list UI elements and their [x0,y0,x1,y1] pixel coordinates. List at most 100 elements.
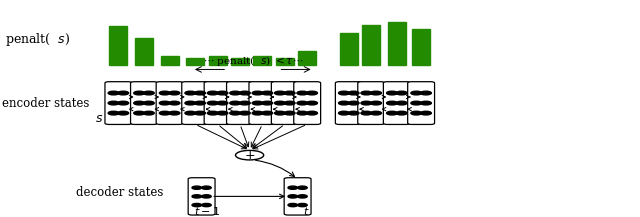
Circle shape [236,150,264,160]
Circle shape [185,101,196,105]
Circle shape [284,101,295,105]
Circle shape [202,195,211,198]
Bar [276,58,294,65]
FancyBboxPatch shape [408,82,435,125]
FancyBboxPatch shape [249,82,276,125]
Circle shape [202,186,211,189]
Circle shape [230,91,241,95]
Circle shape [297,111,308,115]
Circle shape [275,111,285,115]
Circle shape [207,91,218,95]
Circle shape [159,111,170,115]
Circle shape [387,101,397,105]
Circle shape [195,91,205,95]
Circle shape [361,101,372,105]
Circle shape [239,91,250,95]
FancyBboxPatch shape [335,82,362,125]
Circle shape [217,101,228,105]
Circle shape [307,101,317,105]
Circle shape [159,101,170,105]
Circle shape [108,101,119,105]
Circle shape [169,101,180,105]
FancyBboxPatch shape [284,178,311,215]
Circle shape [262,101,273,105]
Circle shape [134,101,145,105]
Circle shape [252,91,263,95]
Circle shape [143,91,154,95]
Bar [186,58,204,65]
FancyBboxPatch shape [131,82,157,125]
FancyBboxPatch shape [204,82,231,125]
Circle shape [217,91,228,95]
Circle shape [298,204,307,207]
Circle shape [371,101,381,105]
Circle shape [185,91,196,95]
Circle shape [387,91,397,95]
Bar [253,56,271,65]
Circle shape [275,101,285,105]
Bar [231,58,249,65]
Circle shape [284,111,295,115]
Circle shape [288,195,298,198]
Circle shape [288,204,298,207]
Bar [135,38,153,65]
Circle shape [348,111,359,115]
Circle shape [396,101,407,105]
Circle shape [108,111,119,115]
Circle shape [339,111,349,115]
FancyBboxPatch shape [294,82,321,125]
Circle shape [361,111,372,115]
Circle shape [118,101,129,105]
Circle shape [420,91,431,95]
Circle shape [230,111,241,115]
Circle shape [411,101,422,105]
Circle shape [230,101,241,105]
Circle shape [361,91,372,95]
Circle shape [202,204,211,207]
Circle shape [134,111,145,115]
Circle shape [396,111,407,115]
Circle shape [284,91,295,95]
Circle shape [217,111,228,115]
Text: $t$: $t$ [303,205,309,217]
Bar [109,26,127,65]
Circle shape [297,101,308,105]
Circle shape [169,91,180,95]
Circle shape [134,91,145,95]
Bar [209,56,227,65]
Circle shape [252,111,263,115]
Circle shape [411,111,422,115]
Circle shape [207,101,218,105]
Bar [388,22,406,65]
Text: penalt(  $s$): penalt( $s$) [5,31,70,48]
Circle shape [118,111,129,115]
Circle shape [262,91,273,95]
FancyBboxPatch shape [105,82,132,125]
Circle shape [387,111,397,115]
Circle shape [192,186,202,189]
Circle shape [239,101,250,105]
Circle shape [192,204,202,207]
Bar [161,56,179,65]
Bar [412,29,430,65]
Circle shape [275,91,285,95]
Circle shape [159,91,170,95]
Circle shape [307,91,317,95]
Circle shape [195,101,205,105]
Circle shape [288,186,298,189]
Bar [298,51,316,65]
Circle shape [262,111,273,115]
FancyBboxPatch shape [182,82,209,125]
Text: decoder states: decoder states [76,186,163,199]
Circle shape [108,91,119,95]
Circle shape [252,101,263,105]
FancyBboxPatch shape [271,82,298,125]
Circle shape [185,111,196,115]
Circle shape [143,101,154,105]
Circle shape [118,91,129,95]
Circle shape [348,91,359,95]
Bar [340,33,358,65]
Text: $s$: $s$ [95,112,103,125]
Circle shape [339,101,349,105]
Circle shape [420,111,431,115]
